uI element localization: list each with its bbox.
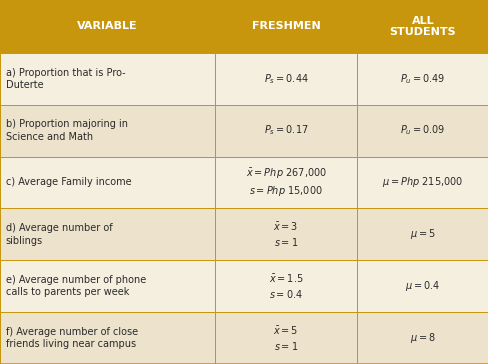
Bar [215, 208, 356, 260]
Bar [0, 104, 215, 157]
Text: $\mu = 0.4$: $\mu = 0.4$ [405, 279, 440, 293]
Text: a) Proportion that is Pro-
Duterte: a) Proportion that is Pro- Duterte [6, 67, 125, 90]
Bar [356, 104, 488, 157]
Bar [215, 312, 356, 364]
Bar [356, 53, 488, 104]
Text: e) Average number of phone
calls to parents per week: e) Average number of phone calls to pare… [6, 275, 146, 297]
Bar [0, 53, 215, 104]
Text: $\bar{x} = 5$
$s = 1$: $\bar{x} = 5$ $s = 1$ [273, 325, 298, 352]
Text: $\mu = 8$: $\mu = 8$ [409, 331, 435, 345]
Text: $P_s = 0.44$: $P_s = 0.44$ [263, 72, 308, 86]
Bar [215, 260, 356, 312]
Text: f) Average number of close
friends living near campus: f) Average number of close friends livin… [6, 327, 138, 349]
Bar [215, 0, 356, 53]
Text: $\bar{x} = 1.5$
$s = 0.4$: $\bar{x} = 1.5$ $s = 0.4$ [268, 273, 303, 300]
Text: $\bar{x} = Php\ 267{,}000$
$s = Php\ 15{,}000$: $\bar{x} = Php\ 267{,}000$ $s = Php\ 15{… [245, 167, 326, 198]
Bar [356, 312, 488, 364]
Text: b) Proportion majoring in
Science and Math: b) Proportion majoring in Science and Ma… [6, 119, 127, 142]
Text: $P_u = 0.09$: $P_u = 0.09$ [399, 124, 445, 138]
Bar [215, 53, 356, 104]
Bar [0, 157, 215, 208]
Bar [215, 104, 356, 157]
Bar [0, 0, 215, 53]
Bar [0, 312, 215, 364]
Text: d) Average number of
siblings: d) Average number of siblings [6, 223, 112, 246]
Bar [215, 157, 356, 208]
Bar [356, 157, 488, 208]
Text: ALL
STUDENTS: ALL STUDENTS [389, 16, 455, 37]
Text: $\bar{x} = 3$
$s = 1$: $\bar{x} = 3$ $s = 1$ [273, 221, 298, 248]
Text: FRESHMEN: FRESHMEN [251, 21, 320, 31]
Text: $P_s = 0.17$: $P_s = 0.17$ [263, 124, 308, 138]
Text: c) Average Family income: c) Average Family income [6, 178, 131, 187]
Text: $P_u = 0.49$: $P_u = 0.49$ [399, 72, 445, 86]
Bar [356, 260, 488, 312]
Bar [356, 208, 488, 260]
Bar [356, 0, 488, 53]
Text: VARIABLE: VARIABLE [77, 21, 138, 31]
Bar [0, 260, 215, 312]
Text: $\mu = 5$: $\mu = 5$ [409, 228, 435, 241]
Text: $\mu = Php\ 215{,}000$: $\mu = Php\ 215{,}000$ [382, 175, 463, 189]
Bar [0, 208, 215, 260]
